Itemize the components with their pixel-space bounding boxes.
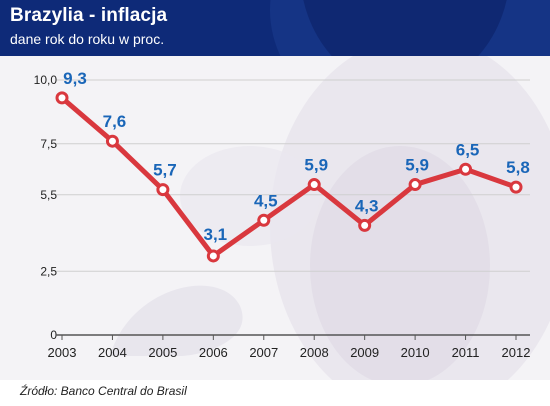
x-tick-label: 2012 (502, 345, 531, 360)
series-layer (55, 91, 523, 263)
data-point-marker (509, 180, 523, 194)
data-point-marker (55, 91, 69, 105)
data-label: 5,8 (506, 158, 530, 177)
x-tick-label: 2008 (300, 345, 329, 360)
x-tick-label: 2004 (98, 345, 127, 360)
data-point-marker (156, 183, 170, 197)
x-tick-label: 2011 (452, 345, 480, 360)
y-tick-label: 5,5 (40, 188, 57, 202)
data-label: 3,1 (204, 225, 228, 244)
banknote-background (0, 56, 550, 380)
data-labels: 9,3 7,6 5,7 3,1 4,5 5,9 4,3 5,9 6,5 5,8 (63, 69, 530, 244)
data-label: 9,3 (63, 69, 87, 88)
x-tick-label: 2005 (148, 345, 177, 360)
y-tick-label: 10,0 (34, 73, 58, 87)
chart-subtitle: dane rok do roku w proc. (10, 31, 165, 47)
data-label: 4,3 (355, 196, 379, 215)
data-label: 4,5 (254, 191, 278, 210)
x-tick-label: 2007 (249, 345, 278, 360)
data-point-marker (307, 178, 321, 192)
data-point-marker (408, 178, 422, 192)
x-tick-label: 2010 (401, 345, 430, 360)
data-label: 5,7 (153, 161, 177, 180)
chart-title: Brazylia - inflacja (10, 5, 168, 26)
data-label: 5,9 (304, 156, 328, 175)
y-tick-label: 2,5 (40, 264, 57, 278)
axes: 0 2,5 5,5 7,5 10,0 2003 2004 2005 2006 2007 2008 20… (34, 73, 531, 360)
series-line (59, 95, 519, 259)
data-label: 6,5 (456, 140, 480, 159)
source-note: Źródło: Banco Central do Brasil (20, 384, 187, 398)
x-tick-label: 2009 (350, 345, 379, 360)
x-tick-label: 2006 (199, 345, 228, 360)
y-tick-label: 7,5 (40, 137, 57, 151)
data-point-marker (459, 162, 473, 176)
data-point-marker (105, 134, 119, 148)
data-label: 5,9 (405, 156, 429, 175)
data-point-marker (206, 249, 220, 263)
data-label: 7,6 (103, 112, 127, 131)
x-tick-label: 2003 (48, 345, 77, 360)
data-point-marker (257, 213, 271, 227)
y-tick-label: 0 (50, 328, 57, 342)
data-point-marker (358, 218, 372, 232)
grid-lines (56, 79, 530, 272)
